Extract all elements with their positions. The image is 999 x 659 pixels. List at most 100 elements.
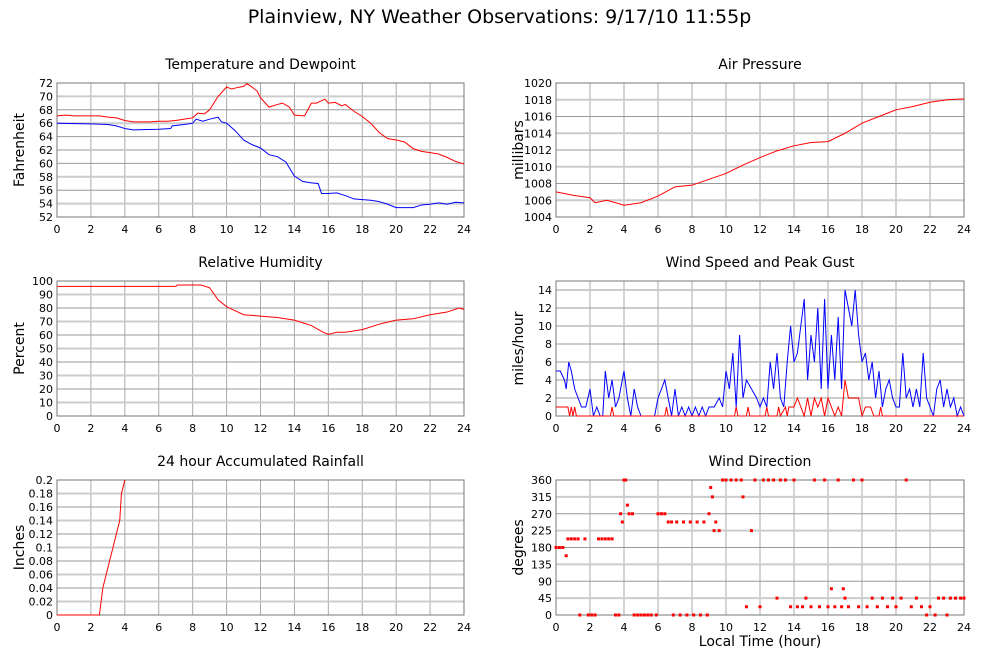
- x-tick-label: 24: [957, 621, 971, 634]
- y-tick-label: 60: [39, 157, 53, 170]
- x-tick-label: 8: [689, 223, 696, 236]
- y-tick-label: 56: [39, 184, 53, 197]
- x-tick-label: 10: [719, 422, 733, 435]
- x-tick-label: 18: [855, 621, 869, 634]
- data-point: [875, 605, 879, 609]
- x-tick-label: 12: [254, 422, 268, 435]
- data-point: [554, 546, 558, 549]
- x-tick-label: 22: [423, 422, 437, 435]
- x-tick-label: 6: [155, 223, 162, 236]
- x-tick-label: 20: [389, 223, 403, 236]
- plot-frame: [56, 280, 465, 417]
- data-point: [639, 613, 643, 617]
- data-point: [561, 546, 565, 549]
- y-tick-label: 0.2: [36, 474, 54, 487]
- chart-title: 24 hour Accumulated Rainfall: [157, 454, 364, 470]
- data-point: [870, 596, 874, 600]
- data-point: [904, 478, 908, 482]
- x-tick-label: 18: [355, 223, 369, 236]
- data-point: [717, 529, 721, 533]
- data-point: [710, 495, 714, 499]
- y-tick-label: 0: [545, 410, 552, 423]
- x-tick-label: 2: [87, 422, 94, 435]
- y-tick-label: 0.18: [29, 488, 54, 501]
- x-tick-label: 14: [287, 223, 301, 236]
- data-point: [925, 613, 929, 617]
- x-tick-label: 0: [54, 223, 61, 236]
- x-tick-label: 22: [423, 223, 437, 236]
- data-point: [622, 478, 626, 482]
- data-point: [576, 537, 580, 541]
- plot-frame: [555, 82, 965, 218]
- x-tick-label: 6: [655, 422, 662, 435]
- data-point: [734, 478, 738, 482]
- data-point: [705, 613, 709, 617]
- y-tick-label: 14: [538, 284, 552, 297]
- series-line-humidity: [57, 284, 465, 335]
- x-tick-label: 16: [821, 621, 835, 634]
- data-point: [823, 478, 827, 482]
- y-tick-label: 1006: [524, 194, 552, 207]
- x-tick-label: 8: [189, 621, 196, 634]
- data-point: [914, 596, 918, 600]
- data-point: [812, 478, 816, 482]
- x-tick-label: 20: [389, 422, 403, 435]
- x-tick-label: 0: [54, 621, 61, 634]
- data-point: [631, 512, 634, 516]
- data-point: [590, 613, 594, 617]
- y-axis-label: millibars: [511, 120, 527, 180]
- y-tick-label: 180: [531, 542, 552, 555]
- data-point: [695, 520, 699, 524]
- data-point: [607, 537, 611, 541]
- x-tick-label: 16: [321, 223, 335, 236]
- y-tick-label: 52: [39, 211, 53, 224]
- series-line-rainfall: [57, 479, 126, 616]
- data-point: [692, 613, 696, 617]
- data-point: [818, 605, 821, 609]
- x-tick-label: 24: [457, 422, 471, 435]
- data-point: [632, 613, 636, 617]
- y-tick-label: 60: [39, 329, 53, 342]
- y-tick-label: 0: [46, 609, 53, 622]
- x-tick-label: 14: [787, 621, 801, 634]
- y-tick-label: 45: [538, 592, 552, 605]
- data-point: [671, 613, 675, 617]
- chart-title: Air Pressure: [718, 57, 801, 73]
- data-point: [610, 537, 614, 541]
- data-point: [721, 478, 725, 482]
- x-tick-label: 10: [220, 621, 234, 634]
- y-tick-label: 135: [531, 558, 552, 571]
- data-point: [843, 596, 847, 600]
- data-point: [750, 529, 753, 533]
- data-point: [801, 605, 804, 609]
- y-axis-label: Fahrenheit: [12, 112, 28, 187]
- y-tick-label: 0.06: [29, 569, 54, 582]
- data-point: [891, 596, 895, 600]
- series-line-pressure: [555, 98, 965, 206]
- data-point: [962, 596, 966, 600]
- x-tick-label: 6: [155, 621, 162, 634]
- y-tick-label: 66: [39, 117, 53, 130]
- x-axis-label: Local Time (hour): [698, 634, 822, 650]
- series-line-peak-gust: [556, 379, 964, 418]
- chart-title: Relative Humidity: [198, 255, 322, 271]
- data-point: [909, 605, 913, 609]
- y-tick-label: 0: [545, 609, 552, 622]
- y-tick-label: 1014: [524, 127, 552, 140]
- x-tick-label: 20: [389, 621, 403, 634]
- x-tick-label: 16: [821, 422, 835, 435]
- data-point: [767, 478, 770, 482]
- data-point: [804, 596, 808, 600]
- x-tick-label: 24: [957, 223, 971, 236]
- x-tick-label: 4: [121, 621, 128, 634]
- y-tick-label: 90: [538, 575, 552, 588]
- x-tick-label: 18: [855, 223, 869, 236]
- data-point: [670, 520, 674, 524]
- data-point: [744, 605, 748, 609]
- data-point: [636, 613, 640, 617]
- y-tick-label: 10: [39, 397, 53, 410]
- data-point: [656, 512, 660, 516]
- y-tick-label: 225: [531, 525, 552, 538]
- data-point: [784, 478, 787, 482]
